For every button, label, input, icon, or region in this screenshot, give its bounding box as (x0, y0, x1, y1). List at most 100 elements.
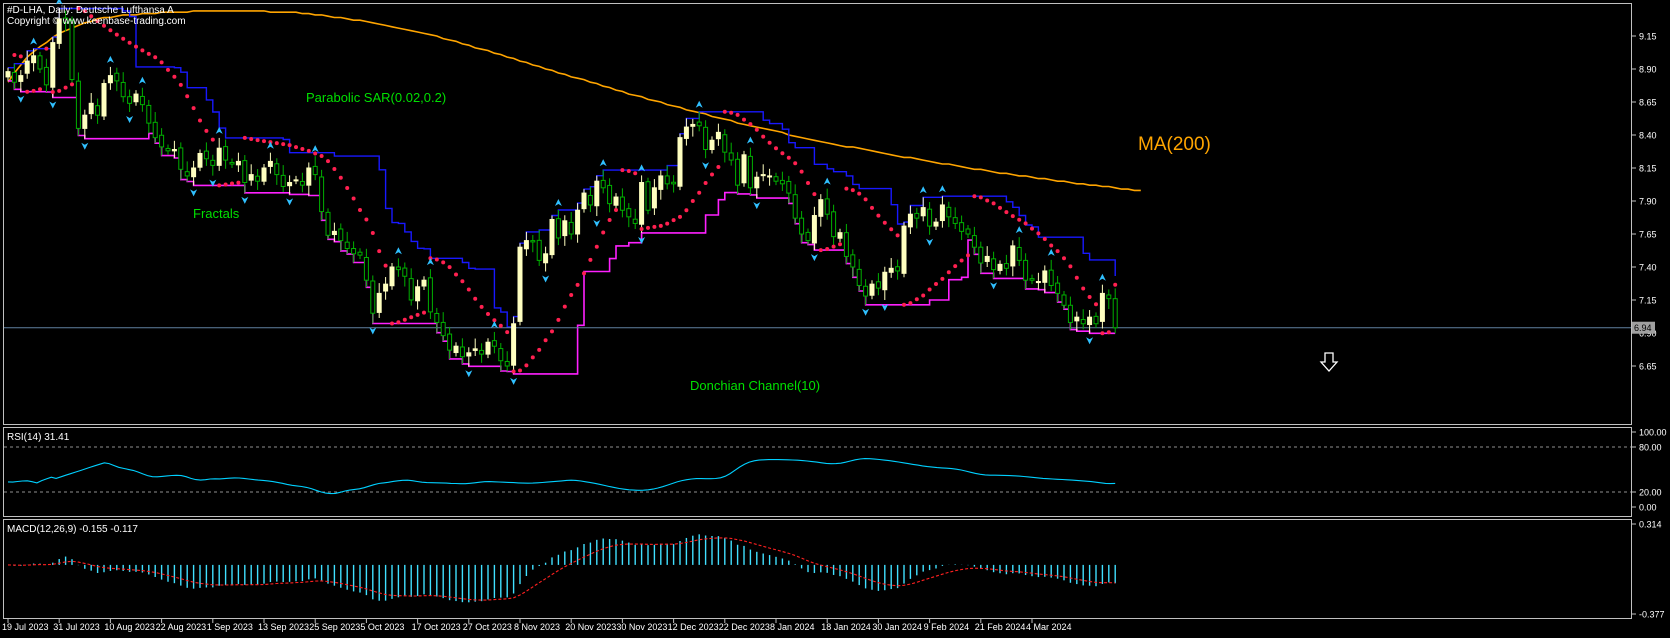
candle-body (50, 42, 56, 88)
sar-dot (242, 135, 247, 140)
candle-body (792, 194, 798, 219)
price-y-tick-label: 9.15 (1639, 32, 1657, 42)
fractal-down-icon (753, 202, 761, 210)
candle-body (1003, 263, 1009, 269)
sar-dot (780, 151, 785, 156)
fractal-up-icon (599, 159, 607, 167)
sar-dot (441, 260, 446, 265)
sar-dot (511, 369, 516, 374)
candle-body (434, 312, 440, 323)
sar-dot (1010, 214, 1015, 219)
sar-dot (300, 147, 305, 152)
sar-dot (959, 258, 964, 263)
sar-dot (159, 60, 164, 65)
sar-dot (1004, 210, 1009, 215)
sar-dot (978, 195, 983, 200)
candle-body (927, 208, 933, 227)
sar-dot (562, 304, 567, 309)
x-tick-label: 19 Jul 2023 (2, 622, 49, 632)
candle-body (587, 194, 593, 206)
rsi-panel (4, 446, 1631, 495)
sar-dot (818, 248, 823, 253)
sar-dot (518, 368, 522, 373)
candle-body (1074, 316, 1080, 322)
price-y-tick-label: 8.90 (1639, 65, 1657, 75)
candle-body (427, 277, 433, 313)
candle-body (786, 180, 792, 194)
candle-body (747, 155, 753, 189)
candle-body (1016, 246, 1022, 261)
candle-body (895, 266, 901, 272)
axis-labels: 9.158.908.658.408.157.907.657.407.156.90… (2, 32, 1667, 633)
candle-body (37, 55, 43, 70)
fractals-annotation: Fractals (193, 206, 240, 221)
candle-body (517, 246, 523, 322)
fractal-down-icon (369, 327, 377, 335)
sar-dot (716, 164, 721, 169)
sar-dot (831, 244, 836, 249)
candle-body (114, 72, 120, 82)
fractal-up-icon (823, 177, 831, 185)
candle-body (952, 217, 958, 224)
price-y-tick-label: 7.65 (1639, 230, 1657, 240)
sar-dot (588, 257, 593, 262)
sar-dot (76, 6, 81, 11)
sar-dot (582, 271, 586, 276)
candle-body (1112, 298, 1118, 329)
candle-body (568, 221, 574, 235)
fractal-down-icon (702, 162, 710, 170)
sar-dot (902, 302, 906, 307)
candle-body (767, 175, 773, 178)
sar-dot (946, 270, 951, 275)
candle-body (31, 55, 37, 64)
fractal-up-icon (746, 136, 754, 144)
x-tick-label: 9 Feb 2024 (924, 622, 970, 632)
candle-body (965, 228, 971, 235)
candle-body (939, 204, 945, 222)
candle-body (479, 349, 485, 355)
sar-dot (44, 46, 49, 51)
candle-body (856, 268, 862, 286)
x-tick-label: 13 Sep 2023 (258, 622, 309, 632)
candle-body (555, 218, 561, 239)
candle-body (223, 146, 229, 161)
sar-dot (460, 279, 465, 284)
fractal-down-icon (81, 142, 89, 150)
candle-body (95, 105, 101, 116)
sar-dot (223, 182, 228, 187)
sar-dot (838, 242, 842, 247)
x-tick-label: 8 Jan 2024 (770, 622, 815, 632)
x-tick-label: 31 Jul 2023 (53, 622, 100, 632)
sar-dot (614, 208, 618, 213)
sar-dot (89, 14, 94, 19)
sar-dot (710, 172, 714, 177)
candle-body (274, 163, 280, 176)
sar-dot (735, 112, 740, 117)
price-y-tick-label: 7.90 (1639, 197, 1657, 207)
sar-dot (927, 287, 932, 292)
sar-dot (530, 355, 535, 360)
candle-body (159, 134, 165, 148)
x-tick-label: 12 Dec 2023 (668, 622, 719, 632)
sar-dot (684, 208, 689, 213)
candle-body (843, 232, 849, 257)
fractal-up-icon (266, 141, 274, 149)
current-price-label: 6.94 (1634, 323, 1652, 333)
sar-dot (172, 74, 177, 79)
candle-body (831, 211, 837, 238)
sar-dot (492, 318, 497, 323)
sar-dot (972, 194, 977, 199)
sar-dot (652, 224, 657, 229)
sar-dot (153, 55, 158, 60)
sar-dot (633, 171, 638, 176)
candle-body (882, 271, 888, 291)
sar-dot (294, 145, 298, 150)
sar-dot (569, 293, 574, 298)
candle-body (69, 19, 75, 81)
candle-body (1010, 245, 1016, 267)
candle-body (351, 248, 357, 255)
candle-body (779, 179, 785, 185)
sar-dot (998, 205, 1002, 210)
candle-body (459, 346, 465, 358)
sar-dot (857, 191, 862, 196)
